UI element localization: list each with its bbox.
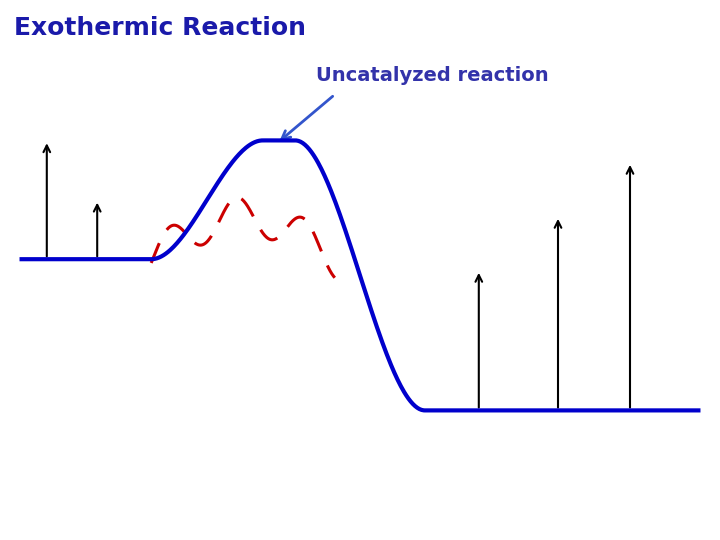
Text: Exothermic Reaction: Exothermic Reaction [14,16,307,40]
Text: Uncatalyzed reaction: Uncatalyzed reaction [315,66,549,85]
